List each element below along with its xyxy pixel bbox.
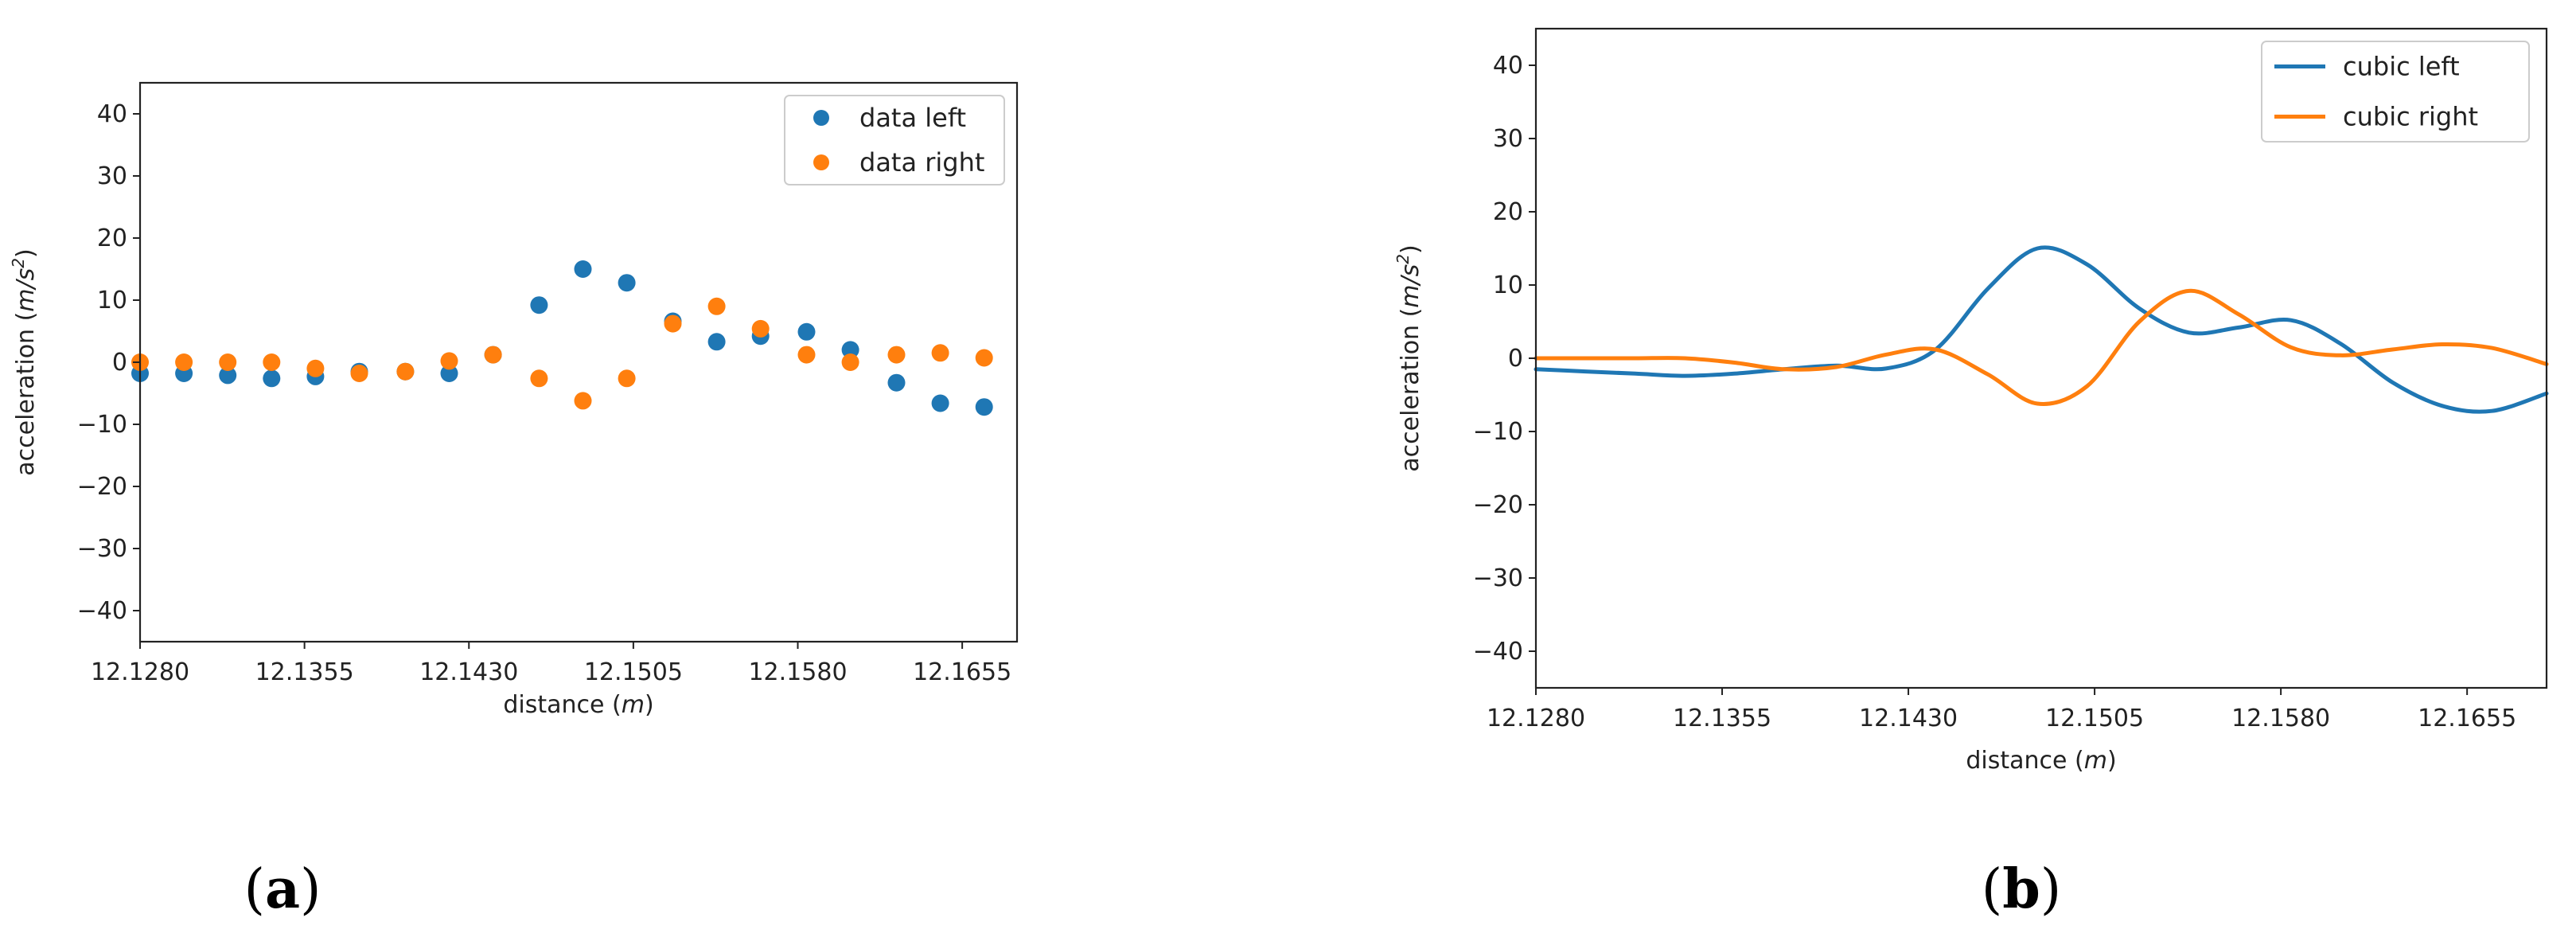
y-tick-label: −30 <box>77 535 127 563</box>
y-axis-label-prefix: acceleration ( <box>1397 308 1424 472</box>
data-point-data-left <box>263 369 281 388</box>
panel-a-chart: 12.1280 12.1355 12.1430 12.1505 12.1580 12.16… <box>9 81 1019 719</box>
y-tick-label: 0 <box>1508 345 1523 373</box>
data-point-data-right <box>751 319 770 338</box>
x-tick-label: 12.1580 <box>748 658 847 686</box>
data-point-data-left <box>618 274 636 292</box>
series-line-cubic-left <box>1534 245 2549 414</box>
panel-a-label: (a) <box>244 857 321 921</box>
legend: data left data right <box>784 95 1005 185</box>
legend-entry: cubic right <box>2343 102 2478 132</box>
data-point-data-right <box>219 353 237 371</box>
x-tick-label: 12.1505 <box>2045 705 2144 732</box>
data-point-data-right <box>263 353 281 371</box>
legend-entry: data right <box>859 147 984 178</box>
x-tick-label: 12.1580 <box>2231 705 2330 732</box>
y-tick-label: 0 <box>112 349 127 377</box>
legend-marker <box>813 110 829 126</box>
series-line-cubic-right <box>1534 288 2549 406</box>
data-point-data-right <box>306 359 325 377</box>
x-axis-label-suffix: ) <box>645 691 654 719</box>
y-tick-label: 40 <box>1493 52 1523 80</box>
y-tick-label: 40 <box>97 100 127 128</box>
y-tick-label: 20 <box>1493 198 1523 226</box>
data-point-data-right <box>574 392 592 410</box>
data-point-data-right <box>530 369 548 388</box>
x-axis-label-prefix: distance ( <box>1966 747 2083 775</box>
data-point-data-right <box>175 353 193 371</box>
y-axis-label-sup: 2 <box>1393 254 1413 264</box>
x-axis-label: distance (m) <box>1966 747 2116 775</box>
legend-box <box>784 95 1005 185</box>
legend-box <box>2261 41 2530 143</box>
x-tick-label: 12.1280 <box>1487 705 1585 732</box>
y-axis-label-suffix: ) <box>1397 244 1424 254</box>
x-axis-label-suffix: ) <box>2107 747 2117 775</box>
data-point-data-right <box>440 352 458 370</box>
data-point-data-left <box>530 296 548 314</box>
y-tick-label: 10 <box>97 287 127 314</box>
data-point-data-left <box>707 333 726 351</box>
y-tick-label: −10 <box>1473 418 1523 446</box>
data-point-data-left <box>931 394 949 412</box>
data-point-data-right <box>396 362 415 381</box>
data-point-data-left <box>797 322 816 341</box>
x-tick-label: 12.1280 <box>91 658 189 686</box>
data-point-data-right <box>350 365 368 382</box>
y-axis-label-var: m/s <box>12 268 40 312</box>
x-tick-label: 12.1355 <box>1673 705 1771 732</box>
x-tick-label: 12.1655 <box>913 658 1011 686</box>
y-tick-label: 30 <box>1493 125 1523 153</box>
y-tick-label: −40 <box>77 597 127 625</box>
y-tick-label: 20 <box>97 225 127 252</box>
data-point-data-left <box>440 365 458 382</box>
y-tick-label: −20 <box>1473 491 1523 519</box>
x-tick-label: 12.1505 <box>584 658 683 686</box>
x-axis-label-var: m <box>2084 747 2107 775</box>
x-tick-label: 12.1355 <box>255 658 354 686</box>
legend-entry: data left <box>859 103 966 133</box>
y-axis-label-sup: 2 <box>9 258 28 268</box>
x-axis-label: distance (m) <box>503 691 653 719</box>
data-point-data-right <box>618 369 636 388</box>
data-point-data-left <box>975 398 993 416</box>
y-axis-label: acceleration (m/s2) <box>9 248 40 475</box>
data-point-data-right <box>841 353 859 371</box>
y-tick-label: −40 <box>1473 638 1523 666</box>
data-point-data-right <box>707 297 726 315</box>
x-tick-label: 12.1655 <box>2418 705 2516 732</box>
y-axis-label-suffix: ) <box>12 248 40 258</box>
data-point-data-right <box>887 346 906 364</box>
x-axis-label-prefix: distance ( <box>503 691 621 719</box>
y-axis-label-prefix: acceleration ( <box>12 312 40 476</box>
data-point-data-right <box>931 344 949 362</box>
y-tick-label: 10 <box>1493 271 1523 299</box>
data-point-data-left <box>841 341 859 359</box>
x-tick-label: 12.1430 <box>419 658 518 686</box>
panel-b-label: (b) <box>1982 857 2062 921</box>
legend: cubic left cubic right <box>2261 41 2530 143</box>
y-tick-label: −10 <box>77 411 127 439</box>
legend-entry: cubic left <box>2343 52 2460 82</box>
y-tick-label: −30 <box>1473 564 1523 592</box>
data-point-data-right <box>975 349 993 367</box>
y-tick-label: 30 <box>97 162 127 190</box>
y-tick-label: −20 <box>77 473 127 501</box>
data-point-data-left <box>887 373 906 392</box>
panel-b-chart: 12.1280 12.1355 12.1430 12.1505 12.1580 12.16… <box>1393 27 2549 775</box>
data-point-data-right <box>664 314 682 333</box>
data-point-data-right <box>484 346 502 364</box>
data-point-data-left <box>574 260 592 278</box>
y-axis-label-var: m/s <box>1397 264 1424 308</box>
data-point-data-right <box>797 346 816 364</box>
x-axis-label-var: m <box>622 691 645 719</box>
legend-marker <box>813 154 829 170</box>
y-axis-label: acceleration (m/s2) <box>1393 244 1424 471</box>
data-point-data-left <box>219 366 237 385</box>
x-tick-label: 12.1430 <box>1859 705 1958 732</box>
